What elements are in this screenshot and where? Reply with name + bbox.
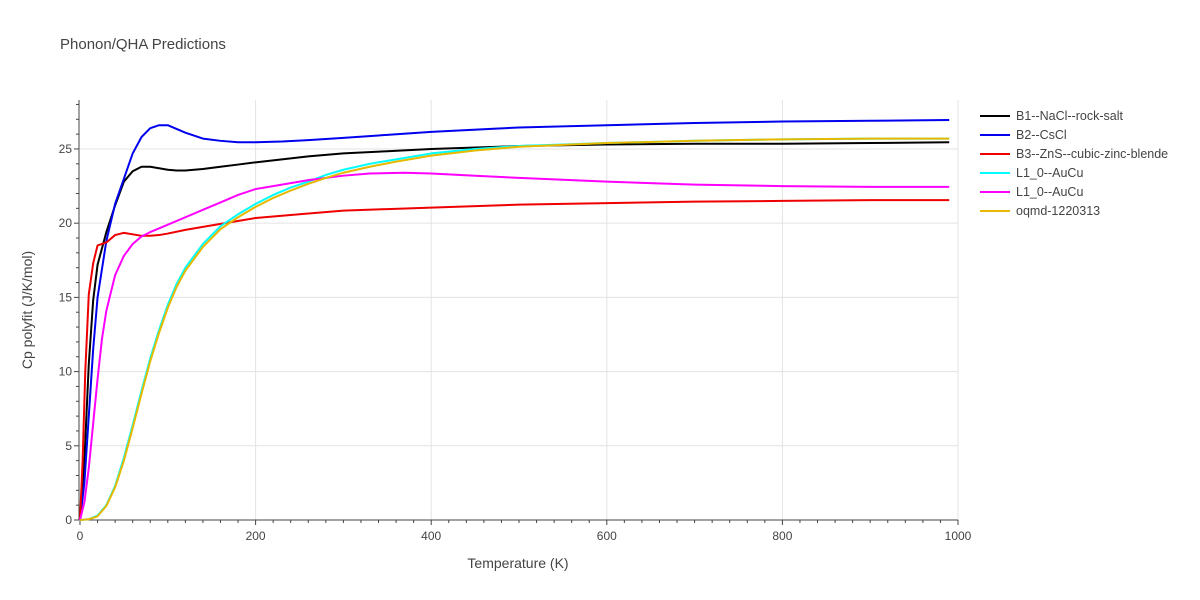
legend-item[interactable]: B2--CsCl: [980, 125, 1168, 144]
y-tick-label: 0: [65, 513, 72, 527]
y-tick-label: 15: [59, 290, 73, 304]
y-tick-label: 25: [59, 142, 73, 156]
legend: B1--NaCl--rock-salt B2--CsCl B3--ZnS--cubi…: [980, 106, 1168, 220]
legend-swatch: [980, 152, 1010, 155]
chart-title: Phonon/QHA Predictions: [60, 36, 226, 53]
legend-item[interactable]: oqmd-1220313: [980, 201, 1168, 220]
y-tick-label: 20: [59, 216, 73, 230]
legend-swatch: [980, 114, 1010, 117]
legend-label: B1--NaCl--rock-salt: [1016, 108, 1123, 123]
legend-item[interactable]: B1--NaCl--rock-salt: [980, 106, 1168, 125]
x-tick-label: 200: [246, 529, 266, 543]
legend-swatch: [980, 171, 1010, 174]
x-tick-label: 0: [77, 529, 84, 543]
legend-swatch: [980, 190, 1010, 193]
legend-item[interactable]: L1_0--AuCu: [980, 163, 1168, 182]
grid-lines: [80, 100, 959, 520]
series-line-2: [79, 199, 950, 521]
axes: [74, 100, 959, 525]
series-line-0: [79, 141, 950, 521]
legend-label: L1_0--AuCu: [1016, 165, 1084, 180]
legend-label: L1_0--AuCu: [1016, 184, 1084, 199]
legend-label: B3--ZnS--cubic-zinc-blende: [1016, 146, 1169, 161]
series-line-4: [79, 171, 950, 521]
y-tick-label: 5: [65, 439, 72, 453]
legend-label: B2--CsCl: [1016, 127, 1067, 142]
legend-item[interactable]: B3--ZnS--cubic-zinc-blende: [980, 144, 1168, 163]
x-tick-label: 600: [597, 529, 617, 543]
x-axis-label: Temperature (K): [467, 555, 568, 571]
legend-swatch: [980, 133, 1010, 136]
x-tick-label: 400: [421, 529, 441, 543]
series-line-5: [79, 137, 950, 521]
series-group: [79, 119, 950, 521]
tick-labels: 0 200 400 600 800 1000 0 5 10 15 20 25: [59, 142, 972, 543]
y-axis-label: Cp polyfit (J/K/mol): [19, 251, 35, 369]
x-tick-label: 1000: [945, 529, 972, 543]
legend-swatch: [980, 209, 1010, 212]
legend-item[interactable]: L1_0--AuCu: [980, 182, 1168, 201]
series-line-1: [79, 119, 950, 521]
y-tick-label: 10: [59, 365, 73, 379]
legend-label: oqmd-1220313: [1016, 203, 1101, 218]
series-line-3: [79, 137, 950, 521]
x-tick-label: 800: [772, 529, 792, 543]
